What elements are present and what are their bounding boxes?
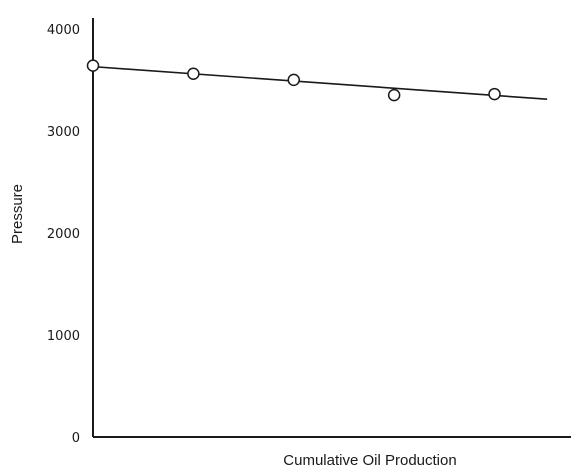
data-point-5 (488, 87, 501, 101)
y-tick-label-2000: 2000 (47, 227, 80, 242)
data-points (86, 59, 501, 102)
data-point-3 (287, 73, 301, 87)
y-tick-label-0: 0 (72, 431, 80, 446)
trend-line (92, 65, 548, 100)
x-axis-title: Cumulative Oil Production (283, 452, 456, 467)
y-tick-label-4000: 4000 (47, 23, 80, 38)
y-tick-labels: 0 1000 2000 3000 4000 (47, 23, 80, 446)
data-point-2 (187, 67, 200, 81)
y-axis-title: Pressure (9, 184, 26, 244)
data-point-1 (86, 59, 100, 72)
y-tick-label-1000: 1000 (47, 329, 80, 344)
data-point-4 (387, 88, 401, 102)
y-tick-label-3000: 3000 (47, 125, 80, 140)
